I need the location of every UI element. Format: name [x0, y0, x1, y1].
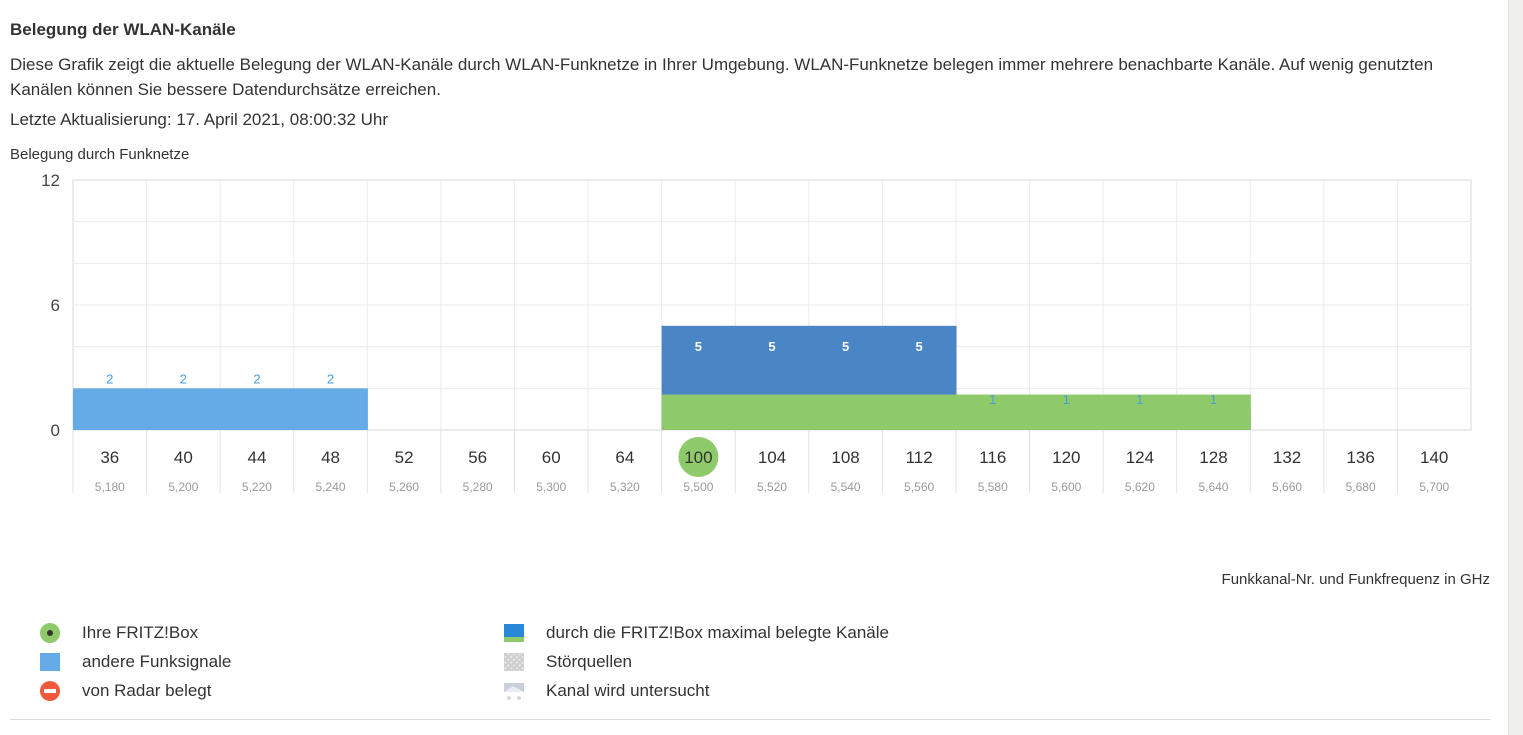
channel-chart: 0 6 12 2 2 2 2 1 1 1 1 5 5 5 5 36 5,180 40 5,200 44 5,220 48 5… [41, 171, 1472, 494]
radar-icon [40, 680, 60, 701]
channel-label: 124 [1126, 448, 1154, 467]
interference-icon [504, 652, 524, 671]
frequency-label: 5,640 [1198, 480, 1228, 494]
frequency-label: 5,320 [610, 480, 640, 494]
channel-label: 64 [615, 448, 634, 467]
fritzbox-max-icon [504, 623, 524, 642]
channel-label: 36 [100, 448, 119, 467]
channel-label: 140 [1420, 448, 1448, 467]
legend-label: durch die FRITZ!Box maximal belegte Kanä… [546, 622, 889, 642]
bar-fritzbox-band [955, 394, 1031, 430]
channel-label: 136 [1346, 448, 1374, 467]
bar-fritzbox-band [1029, 394, 1104, 430]
bar-fritzbox-band [882, 394, 957, 430]
data-label: 1 [989, 392, 996, 407]
frequency-label: 5,200 [168, 480, 198, 494]
channel-label: 104 [758, 448, 786, 467]
page-title: Belegung der WLAN-Kanäle [10, 20, 236, 39]
bar-fritzbox-band [1103, 394, 1178, 430]
frequency-label: 5,560 [904, 480, 934, 494]
channel-label: 100 [684, 448, 712, 467]
channel-label: 112 [906, 448, 933, 467]
blue-square-icon [40, 652, 60, 671]
bar-other-signals [220, 388, 295, 430]
data-label: 1 [1063, 392, 1070, 407]
fritzbox-dot-icon [40, 622, 60, 643]
channel-label: 116 [979, 448, 1006, 467]
frequency-label: 5,220 [242, 480, 272, 494]
data-label: 2 [180, 371, 187, 386]
data-label: 5 [768, 339, 775, 354]
bar-fritzbox-band [661, 394, 736, 430]
frequency-label: 5,300 [536, 480, 566, 494]
legend-label: von Radar belegt [82, 680, 212, 700]
frequency-label: 5,620 [1125, 480, 1155, 494]
scrollbar-track[interactable] [1508, 0, 1523, 735]
legend-label: Ihre FRITZ!Box [82, 622, 199, 642]
channel-label: 56 [468, 448, 487, 467]
channel-label: 40 [174, 448, 193, 467]
frequency-label: 5,500 [683, 480, 713, 494]
last-update: Letzte Aktualisierung: 17. April 2021, 0… [10, 110, 389, 129]
legend-label: Kanal wird untersucht [546, 680, 710, 700]
frequency-label: 5,680 [1346, 480, 1376, 494]
data-label: 1 [1136, 392, 1143, 407]
channel-label: 108 [831, 448, 859, 467]
channel-label: 128 [1199, 448, 1227, 467]
channel-label: 52 [395, 448, 414, 467]
bar-other-signals [73, 388, 148, 430]
data-label: 2 [253, 371, 260, 386]
channel-label: 44 [247, 448, 266, 467]
y-tick-label: 12 [41, 171, 60, 190]
page-description: Diese Grafik zeigt die aktuelle Belegung… [10, 55, 1434, 99]
channel-label: 120 [1052, 448, 1080, 467]
bar-other-signals [293, 388, 368, 430]
channel-label: 132 [1273, 448, 1301, 467]
frequency-label: 5,180 [95, 480, 125, 494]
data-label: 5 [916, 339, 923, 354]
y-tick-label: 6 [51, 296, 60, 315]
own-channel-marker [678, 437, 719, 477]
divider [10, 719, 1490, 720]
frequency-label: 5,260 [389, 480, 419, 494]
data-label: 2 [106, 371, 113, 386]
frequency-label: 5,240 [316, 480, 346, 494]
data-label: 2 [327, 371, 334, 386]
frequency-label: 5,280 [463, 480, 493, 494]
channel-label: 48 [321, 448, 340, 467]
bar-fritzbox-band [808, 394, 883, 430]
legend-label: andere Funksignale [82, 651, 232, 671]
frequency-label: 5,660 [1272, 480, 1302, 494]
frequency-label: 5,580 [978, 480, 1008, 494]
bar-fritzbox-band [1176, 394, 1251, 430]
bar-fritzbox-band [735, 394, 810, 430]
y-axis-title: Belegung durch Funknetze [10, 146, 190, 163]
channel-label: 60 [542, 448, 561, 467]
frequency-label: 5,600 [1051, 480, 1081, 494]
scan-icon [504, 681, 524, 701]
y-tick-label: 0 [51, 421, 60, 440]
data-label: 5 [842, 339, 849, 354]
data-label: 5 [695, 339, 702, 354]
frequency-label: 5,520 [757, 480, 787, 494]
frequency-label: 5,700 [1419, 480, 1449, 494]
legend-label: Störquellen [546, 651, 633, 671]
data-label: 1 [1210, 392, 1217, 407]
x-axis-title: Funkkanal-Nr. und Funkfrequenz in GHz [1221, 571, 1490, 588]
frequency-label: 5,540 [831, 480, 861, 494]
bar-other-signals [146, 388, 221, 430]
